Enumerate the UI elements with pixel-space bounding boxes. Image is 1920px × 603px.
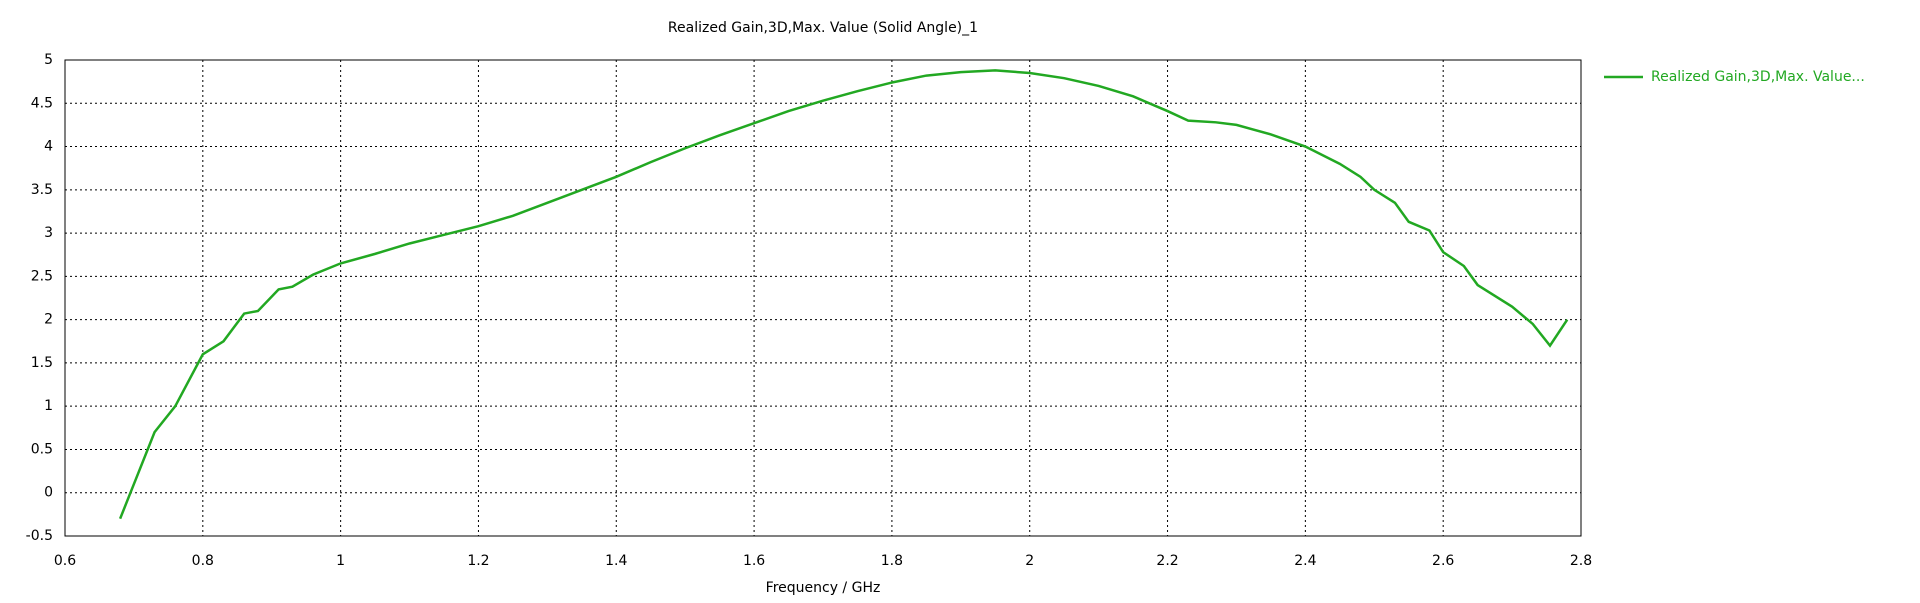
x-tick-label: 2 bbox=[1025, 553, 1034, 569]
y-tick-label: 5 bbox=[44, 52, 53, 68]
y-tick-label: 4.5 bbox=[31, 95, 53, 111]
x-tick-label: 2.4 bbox=[1294, 553, 1316, 569]
x-axis-label: Frequency / GHz bbox=[766, 580, 881, 596]
x-tick-label: 0.6 bbox=[54, 553, 76, 569]
y-tick-label: 0.5 bbox=[31, 441, 53, 457]
y-tick-label: 1 bbox=[44, 398, 53, 414]
series-line bbox=[118, 69, 1569, 520]
x-tick-label: 1.2 bbox=[467, 553, 489, 569]
y-tick-label: 3 bbox=[44, 225, 53, 241]
y-tick-label: 2.5 bbox=[31, 268, 53, 284]
legend-label: Realized Gain,3D,Max. Value... bbox=[1651, 69, 1865, 85]
x-tick-label: 1.6 bbox=[743, 553, 765, 569]
x-tick-label: 1 bbox=[336, 553, 345, 569]
x-tick-label: 1.8 bbox=[881, 553, 903, 569]
y-tick-label: 2 bbox=[44, 312, 53, 328]
x-tick-label: 2.2 bbox=[1156, 553, 1178, 569]
y-tick-label: 0 bbox=[44, 485, 53, 501]
chart-title: Realized Gain,3D,Max. Value (Solid Angle… bbox=[668, 20, 978, 36]
x-tick-label: 2.8 bbox=[1570, 553, 1592, 569]
y-tick-label: 3.5 bbox=[31, 182, 53, 198]
x-tick-label: 1.4 bbox=[605, 553, 627, 569]
y-tick-label: 1.5 bbox=[31, 355, 53, 371]
x-tick-label: 0.8 bbox=[192, 553, 214, 569]
x-tick-label: 2.6 bbox=[1432, 553, 1454, 569]
y-tick-label: 4 bbox=[44, 139, 53, 155]
y-tick-label: -0.5 bbox=[26, 528, 53, 544]
plot-border bbox=[64, 59, 1582, 537]
